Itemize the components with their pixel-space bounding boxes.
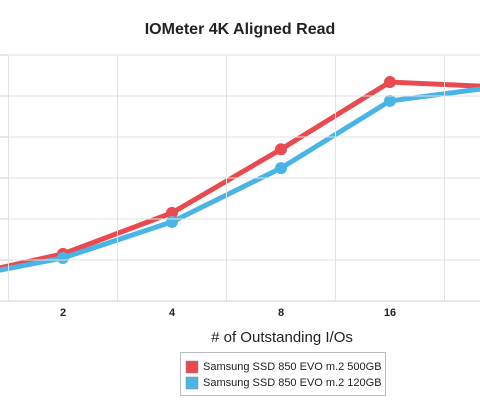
legend-label: Samsung SSD 850 EVO m.2 120GB [203, 377, 382, 389]
data-point [166, 215, 178, 228]
chart-title: IOMeter 4K Aligned Read [145, 21, 336, 38]
data-point [384, 94, 396, 107]
data-point [275, 143, 287, 156]
x-tick-label: 16 [384, 307, 396, 319]
data-point [275, 162, 287, 175]
x-tick-label: 2 [60, 307, 66, 319]
x-tick-label: 8 [278, 307, 284, 319]
legend-swatch [185, 360, 199, 374]
plot-area [0, 76, 480, 273]
data-point [57, 251, 69, 264]
x-tick-label: 4 [169, 307, 176, 319]
legend-swatch [185, 376, 199, 390]
x-axis-label: # of Outstanding I/Os [211, 329, 353, 346]
legend-box [180, 352, 386, 396]
series-line [0, 79, 480, 271]
data-point [166, 206, 178, 219]
data-point [384, 76, 396, 89]
legend-label: Samsung SSD 850 EVO m.2 500GB [203, 361, 382, 373]
